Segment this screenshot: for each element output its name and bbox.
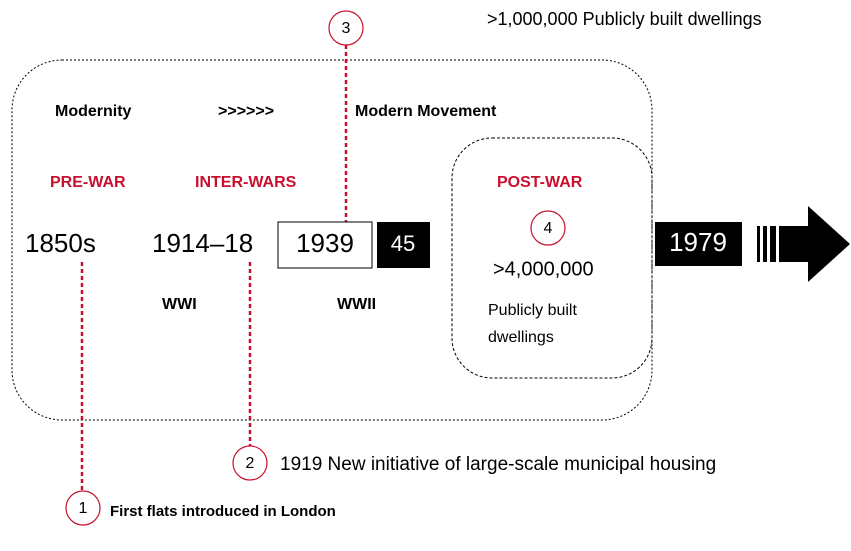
arrow-bar: [757, 226, 760, 262]
period: POST-WAR: [497, 174, 583, 191]
marker-circle: [328, 10, 364, 46]
date: 1850s: [25, 228, 96, 258]
war: WWI: [162, 296, 197, 313]
war: WWII: [337, 296, 376, 313]
period: INTER-WARS: [195, 174, 297, 191]
date-box: [377, 222, 430, 268]
marker: 4: [544, 220, 553, 237]
marker: 1: [79, 500, 88, 517]
marker: 3: [342, 20, 351, 37]
date-box: [655, 222, 742, 266]
date: 45: [391, 231, 415, 256]
header-note: >1,000,000 Publicly built dwellings: [487, 9, 762, 29]
post-war-frame: [451, 137, 653, 379]
callout-text: 1919 New initiative of large-scale munic…: [280, 454, 716, 475]
post-war-count: >4,000,000: [493, 258, 594, 280]
post-war-text: Publicly built: [488, 302, 577, 319]
marker-circle: [65, 490, 101, 526]
marker-circle: [530, 210, 566, 246]
date: 1979: [669, 227, 727, 257]
movement-arrow: >>>>>>: [218, 103, 274, 120]
date: 1914–18: [152, 228, 253, 258]
movement-left: Modernity: [55, 103, 132, 120]
arrow-bar: [770, 226, 776, 262]
arrow-bar: [763, 226, 767, 262]
post-war-text: dwellings: [488, 329, 554, 346]
callout-text: First flats introduced in London: [110, 503, 336, 520]
arrow: [779, 206, 850, 282]
marker-circle: [232, 445, 268, 481]
date-box: [277, 221, 373, 269]
marker: 2: [246, 455, 255, 472]
modern-movement-frame: [11, 59, 653, 421]
movement-right: Modern Movement: [355, 103, 497, 120]
date: 1939: [296, 228, 354, 258]
period: PRE-WAR: [50, 174, 126, 191]
